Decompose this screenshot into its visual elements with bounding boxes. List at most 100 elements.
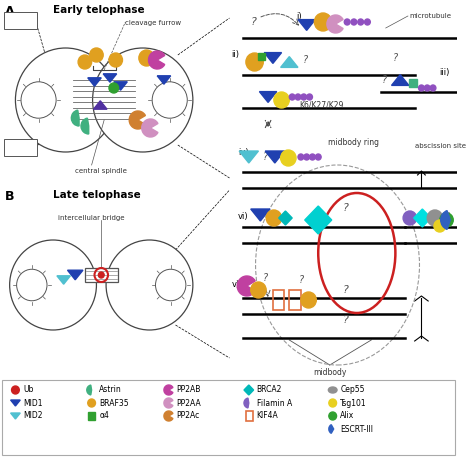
Circle shape [440,213,453,227]
Circle shape [419,85,424,91]
Text: Filamin A: Filamin A [256,399,292,408]
Text: ?: ? [262,273,267,283]
Polygon shape [264,53,282,64]
Bar [258,53,265,60]
Text: ?: ? [392,53,398,63]
Text: MID1: MID1 [10,16,30,26]
Circle shape [351,19,357,25]
Polygon shape [281,57,298,67]
Wedge shape [129,111,146,129]
Circle shape [295,94,301,100]
Text: i): i) [296,12,301,21]
Circle shape [424,85,430,91]
Circle shape [266,210,282,226]
Polygon shape [265,151,284,163]
Text: Cep55: Cep55 [340,386,365,394]
Circle shape [403,211,417,225]
Text: PP2Ac: PP2Ac [176,411,200,420]
Circle shape [90,48,103,62]
Wedge shape [81,118,89,134]
Bar [2,380,455,455]
Text: ?: ? [382,75,387,85]
Polygon shape [93,101,107,109]
Circle shape [88,399,95,407]
Circle shape [358,19,364,25]
Circle shape [430,85,436,91]
Text: ?: ? [251,17,256,27]
Text: Early telophase: Early telophase [53,5,145,15]
Bar [273,290,284,310]
Text: central spindle: central spindle [75,168,127,174]
Circle shape [365,19,370,25]
Polygon shape [244,385,254,395]
Bar [85,268,118,282]
Polygon shape [279,211,292,225]
Circle shape [329,399,337,407]
Text: ESCRT-III: ESCRT-III [340,425,374,434]
Circle shape [139,50,155,66]
Polygon shape [298,20,315,31]
Polygon shape [10,400,20,406]
Circle shape [11,386,19,394]
Text: KIF4A: KIF4A [256,411,278,420]
Text: B: B [5,190,14,203]
Text: Astrin: Astrin [100,386,122,394]
Wedge shape [441,211,450,229]
Circle shape [109,53,122,67]
Text: BRAF35: BRAF35 [100,399,129,408]
Ellipse shape [328,387,337,393]
Wedge shape [164,398,173,408]
Circle shape [155,269,186,301]
Wedge shape [72,110,79,126]
Circle shape [314,13,332,31]
Circle shape [298,154,304,160]
Polygon shape [392,74,409,85]
Text: abscission site: abscission site [415,143,465,149]
Circle shape [99,272,104,278]
Polygon shape [259,91,277,102]
Text: vii): vii) [439,212,452,221]
Text: Ub: Ub [23,386,34,394]
Polygon shape [114,82,128,90]
Circle shape [281,150,296,166]
Text: MID2: MID2 [23,411,43,420]
Circle shape [301,292,316,308]
Polygon shape [251,209,270,221]
Polygon shape [88,78,101,86]
Wedge shape [244,398,249,408]
Text: ?: ? [342,203,348,213]
Circle shape [251,282,266,298]
Polygon shape [103,74,117,82]
Polygon shape [67,270,83,280]
Wedge shape [327,15,343,33]
Text: microtubule: microtubule [410,13,452,19]
Text: MID1: MID1 [23,399,43,408]
Circle shape [92,48,193,152]
Text: Tsg101: Tsg101 [340,399,367,408]
Polygon shape [157,76,171,84]
Wedge shape [142,119,158,137]
Circle shape [315,154,321,160]
Bar [88,412,95,420]
Text: vi): vi) [238,212,249,221]
Bar [246,411,253,421]
Text: cleavage furrow: cleavage furrow [125,20,182,26]
Circle shape [109,83,118,93]
Circle shape [289,94,295,100]
Circle shape [16,48,116,152]
Bar [289,290,301,310]
FancyBboxPatch shape [4,12,36,29]
Polygon shape [10,413,20,419]
Circle shape [246,53,263,71]
Text: ?: ? [262,152,267,162]
Wedge shape [87,385,91,395]
Text: Alix: Alix [340,411,355,420]
Circle shape [310,154,315,160]
Text: iv): iv) [238,148,249,157]
Text: intercellular bridge: intercellular bridge [58,215,125,221]
Circle shape [329,412,337,420]
Text: midbody ring: midbody ring [328,138,379,147]
Wedge shape [148,51,164,69]
Text: ?: ? [342,315,348,325]
Text: A: A [5,5,14,18]
